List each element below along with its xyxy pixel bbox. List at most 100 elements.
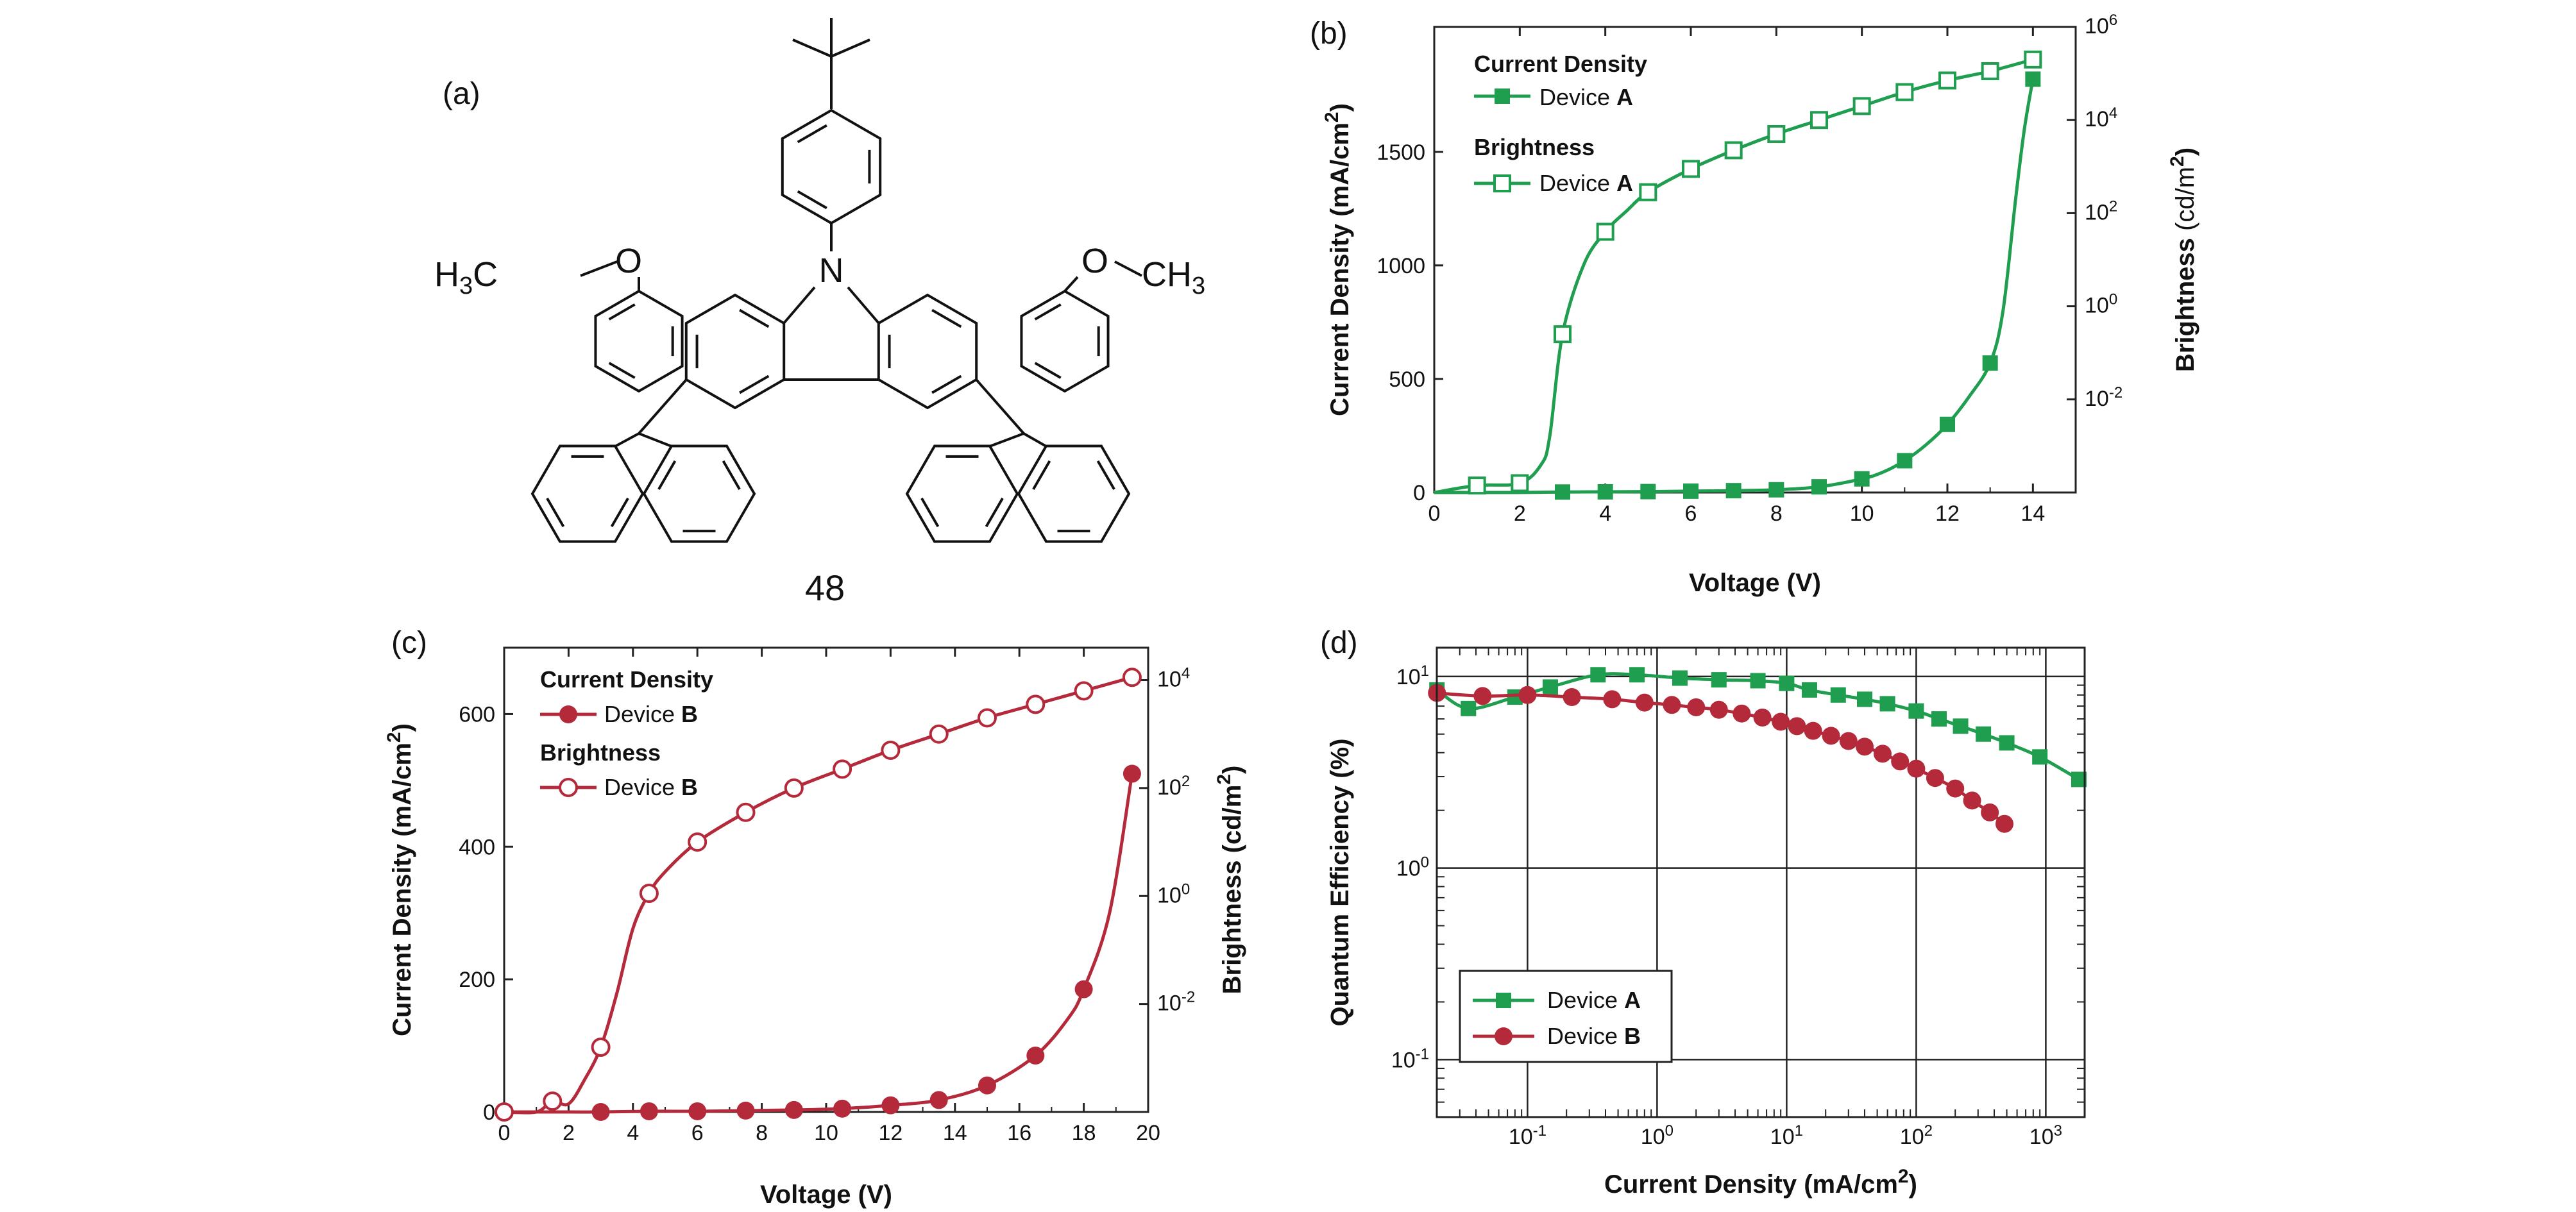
c-brightness-marker (929, 724, 949, 744)
phenyl-top-ring (781, 108, 882, 225)
d-device-a-marker (1590, 667, 1606, 683)
d-device-b-marker (1996, 814, 2014, 833)
b-current-density-marker (2025, 71, 2041, 87)
c-brightness-marker (495, 1102, 514, 1122)
fluorene-left-ring-a (530, 444, 645, 543)
b-brightness-marker (1596, 223, 1614, 241)
c-x-tick-label: 14 (943, 1121, 967, 1145)
oxygen-atom-right: O (1081, 242, 1108, 280)
d-x-tick-label: 102 (1900, 1122, 1933, 1150)
d-device-b-marker (1946, 779, 1965, 798)
b-brightness-marker (1511, 474, 1529, 492)
b-x-tick-label: 12 (1935, 501, 1960, 526)
c-brightness-marker (881, 740, 901, 760)
c-current-density-marker (1123, 764, 1141, 783)
carbazole-left-ring-double-bond (739, 308, 770, 328)
b-x-tick-label: 4 (1599, 501, 1611, 526)
panel-d-label: (d) (1320, 626, 1358, 660)
legend-d-device-a: Device A (1547, 987, 1641, 1013)
d-y-tick-label: 101 (1396, 662, 1429, 689)
d-device-b-marker (1603, 690, 1622, 709)
c-brightness-marker (591, 1037, 611, 1057)
d-x-tick-label: 101 (1770, 1122, 1803, 1150)
compound-number: 48 (805, 568, 845, 608)
panel-c-chart: (c) 0 2 4 6 8 10 12 14 16 18 20020040060010-210010… (384, 626, 1247, 1209)
c-x-tick-label: 16 (1007, 1121, 1031, 1145)
c-x-tick-label: 18 (1072, 1121, 1096, 1145)
fluorene-right-ring-b-double-bond (1032, 460, 1051, 491)
b-x-tick-label: 14 (2021, 501, 2045, 526)
legend-d-device-a-marker (1496, 993, 1511, 1008)
d-device-a-marker (1908, 703, 1924, 719)
b-y-right-tick-label: 104 (2085, 105, 2117, 132)
c-current-density-marker (929, 1091, 948, 1109)
pyrrole-bond (783, 286, 816, 324)
c-y-left-tick-label: 0 (483, 1100, 495, 1125)
c-brightness-marker (1122, 668, 1142, 687)
methoxy-left-label: H3C (434, 255, 498, 299)
c-brightness-marker (639, 884, 659, 904)
fluorene-left-ring-a-double-bond (546, 497, 565, 528)
b-current-density-marker (1768, 482, 1784, 498)
d-device-a-marker (1879, 696, 1895, 712)
b-current-density-marker (1555, 484, 1570, 500)
d-device-b-marker (1804, 721, 1822, 740)
fluorene-right-ring-a (905, 444, 1019, 543)
legend-d-device-b: Device B (1547, 1023, 1641, 1049)
fluorene-left-ring-b-double-bond (657, 460, 677, 491)
fluorene-left-bond (614, 432, 640, 448)
c-x-tick-label: 6 (691, 1121, 704, 1145)
nitrogen-atom: N (819, 251, 844, 290)
fluorene-right-bond (989, 432, 1024, 448)
b-y-left-tick-label: 1500 (1377, 140, 1425, 165)
methoxyphenyl-right-ring-double-bond (1034, 362, 1062, 379)
b-y-right-tick-label: 10-2 (2085, 383, 2123, 411)
methyl-right-label: CH3 (1142, 255, 1205, 299)
d-device-b-marker (1687, 698, 1706, 716)
carbazole-right-ring (877, 293, 978, 410)
fluorene-right-ring-b (1017, 444, 1131, 543)
d-device-b-marker (1563, 688, 1581, 707)
d-device-a-marker (1953, 718, 1969, 734)
fluorene-left-link (638, 378, 688, 435)
methoxyphenyl-left-ring-double-bond (608, 362, 636, 379)
c-y-left-tick-label: 400 (459, 835, 495, 859)
b-brightness-marker (1810, 111, 1828, 130)
plot-frame-b (1433, 26, 2077, 494)
d-device-b-marker (1788, 717, 1806, 736)
d-device-b-marker (1981, 803, 1999, 821)
legend-b-current-density-item: Device A (1539, 84, 1633, 110)
d-x-tick-label: 103 (2029, 1122, 2062, 1150)
legend-c-brightness-title: Brightness (540, 739, 661, 766)
fluorene-right-ring-a-double-bond (985, 497, 1004, 528)
b-brightness-marker (1639, 183, 1657, 201)
c-brightness-marker (543, 1091, 563, 1111)
y-axis-title-left-b: Current Density (mA/cm2) (1321, 103, 1355, 416)
c-x-tick-label: 20 (1136, 1121, 1160, 1145)
c-y-right-tick-label: 102 (1157, 772, 1190, 800)
plot-area-b: 0 2 4 6 8 10 12 14 0 500 1000 1500 10-2 100 102 104 106 (1377, 12, 2123, 526)
c-current-density-marker (688, 1102, 707, 1120)
c-x-tick-label: 2 (563, 1121, 575, 1145)
c-current-density-marker (978, 1076, 996, 1095)
carbazole-left-ring-double-bond (739, 375, 770, 394)
c-y-right-tick-label: 100 (1157, 880, 1190, 908)
methoxyphenyl-right-ring-double-bond (1034, 303, 1062, 321)
oxygen-atom-left: O (615, 242, 642, 280)
legend-c-current-density-marker (559, 705, 577, 723)
b-current-density-marker (1725, 483, 1741, 499)
pyrrole-bond (847, 286, 880, 324)
b-y-left-tick-label: 0 (1413, 481, 1425, 505)
b-y-right-tick-label: 100 (2085, 290, 2117, 318)
b-x-tick-label: 6 (1685, 501, 1697, 526)
d-device-b-marker (1753, 708, 1772, 727)
panel-c-label: (c) (391, 626, 427, 660)
plot-frame-d (1436, 646, 2086, 1118)
legend-b-current-density-marker (1495, 88, 1510, 104)
legend-d-device-b-marker (1495, 1027, 1513, 1045)
d-device-b-marker (1891, 752, 1910, 771)
b-x-tick-label: 10 (1850, 501, 1874, 526)
c-current-density-marker (881, 1096, 900, 1115)
b-brightness-marker (1468, 476, 1486, 495)
